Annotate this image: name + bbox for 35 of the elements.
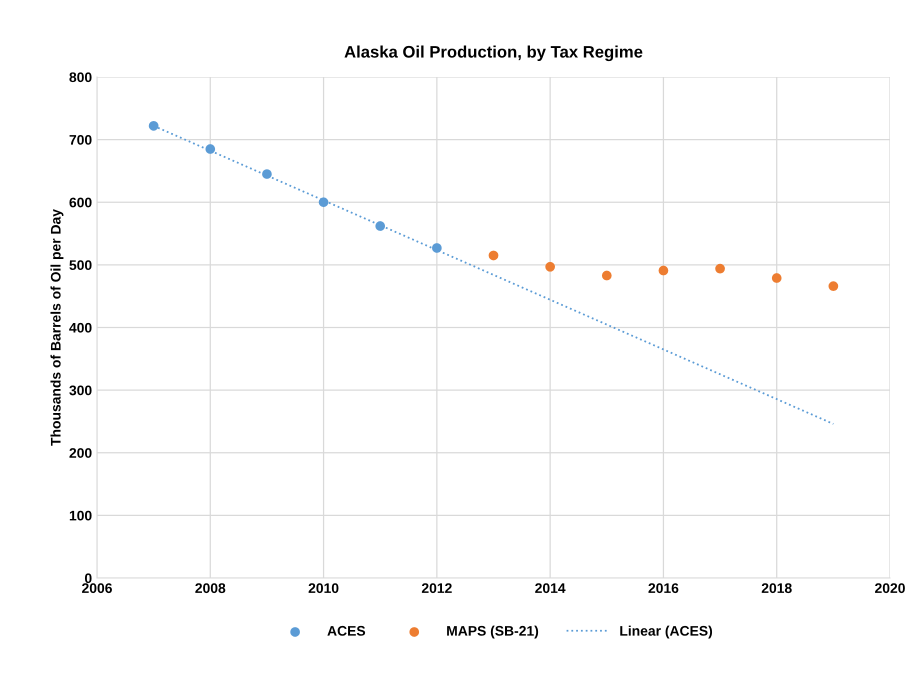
y-axis-title: Thousands of Barrels of Oil per Day [50, 209, 64, 446]
y-tick-label: 200 [69, 448, 92, 458]
legend-label: Linear (ACES) [620, 626, 712, 639]
y-tick-label: 300 [69, 385, 92, 396]
y-tick-label: 500 [69, 260, 92, 270]
point [545, 262, 556, 272]
point [772, 273, 782, 283]
point [715, 264, 725, 274]
x-tick-label: 2010 [308, 583, 338, 594]
point [432, 243, 442, 253]
x-tick-label: 2006 [82, 583, 112, 594]
point [658, 266, 668, 276]
legend-label: ACES [327, 626, 366, 636]
y-tick-label: 0 [84, 573, 92, 584]
legend-label: MAPS (SB-21) [447, 626, 538, 639]
x-tick-label: 2018 [762, 583, 792, 594]
x-tick-label: 2012 [422, 583, 452, 594]
y-tick-label: 700 [70, 134, 92, 145]
y-tick-label: 100 [70, 510, 92, 521]
point [828, 281, 838, 292]
point [205, 144, 216, 154]
x-tick-label: 2014 [535, 583, 566, 594]
x-tick-label: 2016 [648, 583, 678, 594]
x-tick-label: 2020 [875, 583, 905, 594]
point [148, 120, 159, 131]
x-tick-label: 2008 [195, 583, 226, 594]
y-tick-label: 800 [69, 72, 92, 82]
y-tick-label: 400 [69, 322, 92, 333]
point [318, 197, 328, 208]
point [262, 169, 272, 179]
point [488, 250, 498, 260]
y-tick-label: 600 [69, 198, 92, 208]
chart-title: Alaska Oil Production, by Tax Regime [344, 45, 642, 62]
point [375, 221, 386, 231]
point [602, 270, 612, 280]
